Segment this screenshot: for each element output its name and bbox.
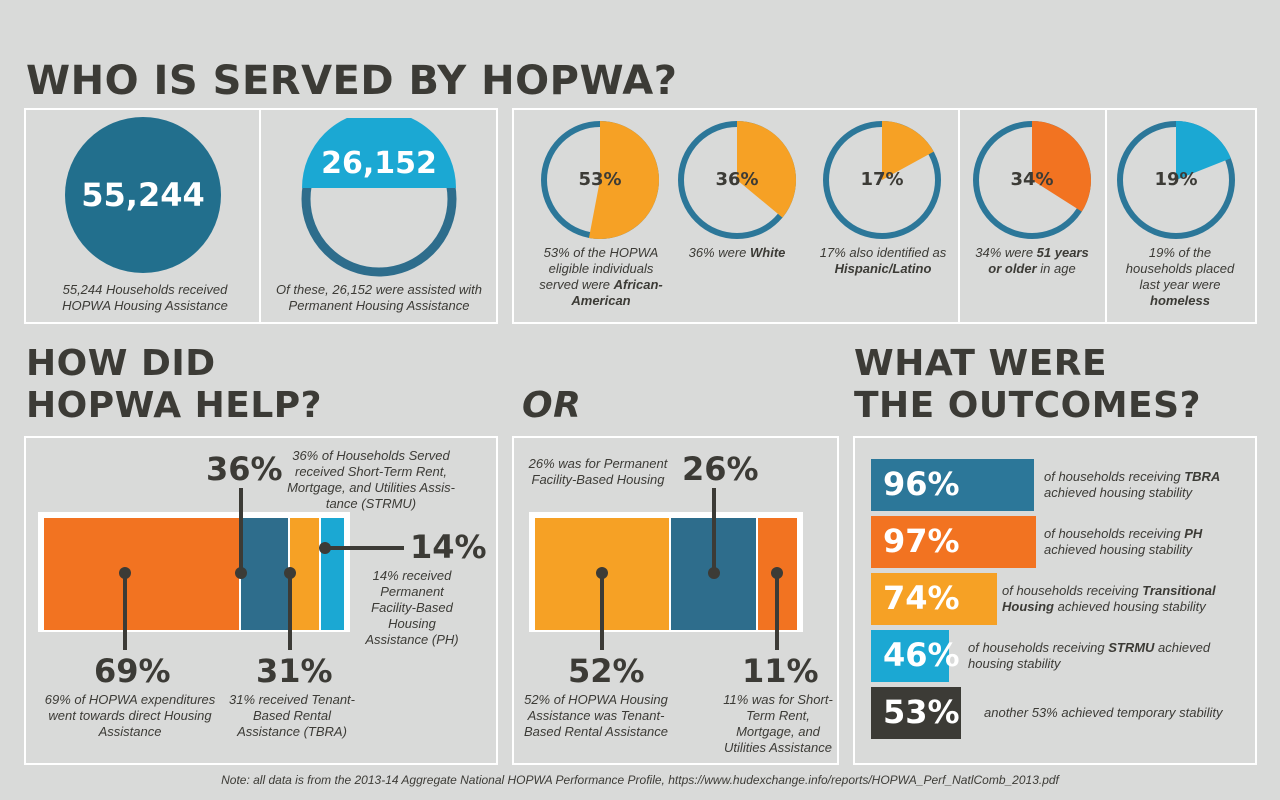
outcomes-panel [853,436,1257,765]
caption-26: 26% was for Permanent Facility-Based Hou… [528,456,668,487]
outcome-emphasis: PH [1184,526,1203,541]
caption-52: 52% of HOPWA Housing Assistance was Tena… [523,692,669,739]
outcome-value: 53% [883,693,960,731]
households-caption: 55,244 Households received HOPWA Housing… [62,282,228,313]
demographic-caption: 17% also identified as Hispanic/Latino [819,245,947,276]
permanent-caption: Of these, 26,152 were assisted with Perm… [276,282,482,313]
help-left-markers [119,488,404,650]
households-panel [24,108,498,324]
help-right-panel [512,436,839,765]
marker-dot-52 [596,567,608,579]
marker-dot-11 [771,567,783,579]
help-right-markers [596,488,783,650]
outcome-description: of households receiving STRMU achieved h… [968,640,1211,671]
source-note: Note: all data is from the 2013-14 Aggre… [221,773,1059,787]
demographic-ring-5 [1117,121,1235,239]
outcome-description: of households receiving Transitional Hou… [1002,583,1216,614]
marker-dot-14 [319,542,331,554]
permanent-ring-cap [302,118,456,188]
page-title: WHO IS SERVED BY HOPWA? [26,58,678,104]
demographic-percent: 34% [1010,169,1054,190]
demographic-ring-4 [973,121,1091,239]
marker-dot-36 [235,567,247,579]
panel-divider [259,108,261,324]
stat-26: 26% [682,450,759,488]
outcome-value: 46% [883,636,960,674]
demographic-caption-emphasis: 51 years or older [988,245,1089,276]
outcome-emphasis: TBRA [1184,469,1221,484]
marker-dot-31 [284,567,296,579]
ring-wedge [1176,121,1231,180]
caption-36: 36% of Households Served received Short-… [287,448,455,511]
households-value: 55,244 [81,176,205,214]
caption-31: 31% received Tenant-Based Rental Assista… [229,692,355,739]
demographic-caption: 34% were 51 years or older in age [975,245,1089,276]
outcome-bar: 74% [871,573,997,625]
stat-31: 31% [256,652,333,690]
outcome-value: 74% [883,579,960,617]
caption-11: 11% was for Short-Term Rent, Mortgage, a… [723,692,833,755]
ring-wedge [1032,121,1091,212]
outcome-bar: 96% [871,459,1034,511]
help-left-panel [24,436,498,765]
ring-wedge [588,121,659,239]
bar-segment-1 [44,518,240,630]
permanent-value: 26,152 [321,146,437,181]
caption-69: 69% of HOPWA expenditures went towards d… [44,692,216,739]
caption-14: 14% received Permanent Facility-Based Ho… [365,568,459,647]
demo-divider-2 [1105,108,1107,324]
outcome-bar: 46% [871,630,960,682]
or-label: OR [522,385,582,426]
demographic-ring-3 [823,121,941,239]
stat-69: 69% [94,652,171,690]
marker-dot-26 [708,567,720,579]
demographic-percent: 36% [715,169,759,190]
outcome-description: of households receiving TBRA achieved ho… [1044,469,1221,500]
bar-segment-2 [241,518,288,630]
stat-14: 14% [410,528,487,566]
demographic-percent: 19% [1154,169,1198,190]
demographic-caption-emphasis: homeless [1150,293,1210,308]
stat-11: 11% [742,652,819,690]
demo-divider-1 [958,108,960,324]
demographic-caption-emphasis: African-American [571,277,663,308]
demographic-percent: 53% [578,169,622,190]
stat-36: 36% [206,450,283,488]
ring-wedge [882,121,934,180]
outcome-emphasis: STRMU [1108,640,1155,655]
outcome-value: 96% [883,465,960,503]
demographic-ring-1 [541,121,659,239]
ring-wedge [737,121,796,218]
stat-52: 52% [568,652,645,690]
outcome-bar: 97% [871,516,1036,568]
outcome-bar: 53% [871,687,961,739]
demographic-caption: 36% were White [688,245,786,260]
demographic-caption-emphasis: Hispanic/Latino [834,261,932,276]
outcomes-title-line1: WHAT WERE [854,343,1108,384]
demographic-percent: 17% [860,169,904,190]
outcome-value: 97% [883,522,960,560]
outcomes-title-line2: THE OUTCOMES? [854,385,1201,426]
outcome-description: another 53% achieved temporary stability [984,705,1223,720]
permanent-ring [301,118,457,277]
help-title-line2: HOPWA HELP? [26,385,323,426]
households-circle [65,117,221,273]
demographic-ring-2 [678,121,796,239]
outcome-emphasis: Transitional Housing [1002,583,1216,614]
demographic-caption: 19% of the households placed last year w… [1125,245,1235,308]
marker-dot-69 [119,567,131,579]
demographic-caption: 53% of the HOPWA eligible individuals se… [539,245,663,308]
demographic-caption-emphasis: White [750,245,786,260]
outcome-description: of households receiving PH achieved hous… [1044,526,1203,557]
demographics-panel [512,108,1257,324]
help-title-line1: HOW DID [26,343,216,384]
